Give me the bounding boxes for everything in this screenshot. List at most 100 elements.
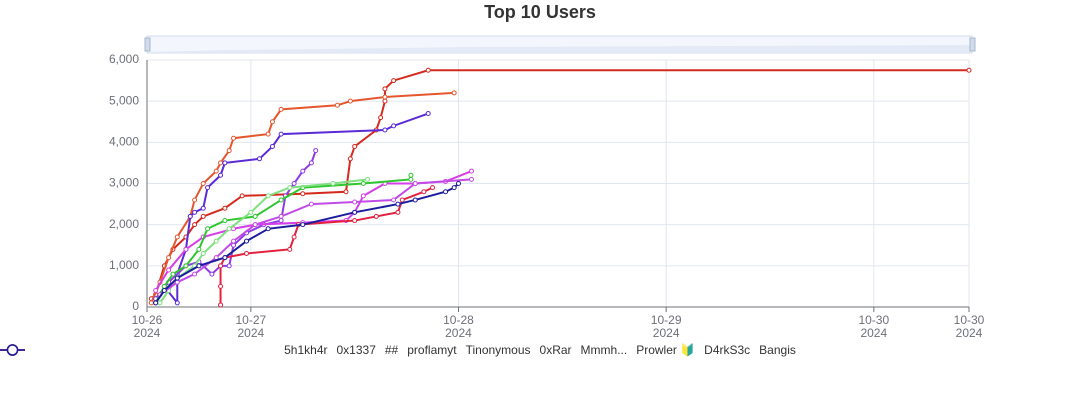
- legend-item[interactable]: Prowler 🔰: [0, 343, 696, 357]
- legend-item[interactable]: Mmmh...: [0, 343, 627, 357]
- data-point: [166, 267, 172, 273]
- series-line: [154, 182, 460, 304]
- data-point: [244, 238, 250, 244]
- series-line: [159, 178, 368, 304]
- data-point: [378, 115, 384, 121]
- data-point: [291, 234, 297, 240]
- data-point: [330, 181, 336, 186]
- data-point: [192, 271, 198, 277]
- data-point: [166, 255, 172, 261]
- data-point: [347, 156, 353, 162]
- data-point: [218, 302, 224, 308]
- data-point: [265, 193, 271, 199]
- data-point: [352, 209, 358, 215]
- data-point: [343, 189, 349, 195]
- data-point: [382, 94, 388, 100]
- data-point: [256, 156, 262, 162]
- data-point: [200, 213, 206, 219]
- legend-label: 5h1kh4r: [284, 343, 328, 357]
- data-point: [352, 218, 358, 224]
- series-line: [154, 170, 472, 292]
- data-point: [205, 226, 211, 232]
- data-point: [161, 288, 167, 294]
- data-point: [395, 201, 401, 207]
- data-point: [209, 271, 215, 277]
- legend-item[interactable]: 0xRar: [0, 343, 572, 357]
- y-tick-label: 1,000: [109, 258, 139, 272]
- legend-label: proflamyt: [407, 343, 457, 357]
- data-point: [183, 263, 189, 269]
- y-tick-label: 5,000: [109, 93, 139, 107]
- data-point: [391, 123, 397, 129]
- data-point: [391, 197, 397, 203]
- data-point: [278, 213, 284, 219]
- data-point: [425, 111, 431, 117]
- data-point: [222, 255, 228, 261]
- legend-item[interactable]: ##: [0, 343, 398, 357]
- data-point: [153, 288, 159, 294]
- data-point: [399, 197, 405, 203]
- legend-icon: [0, 344, 25, 356]
- data-zoom[interactable]: [144, 35, 976, 54]
- data-point: [218, 283, 224, 289]
- data-point: [352, 199, 358, 205]
- legend-item[interactable]: proflamyt: [0, 343, 457, 357]
- series-line: [154, 150, 317, 300]
- data-point: [157, 300, 163, 306]
- data-point: [161, 283, 167, 289]
- y-tick-label: 0: [132, 299, 139, 313]
- data-point: [200, 205, 206, 211]
- data-point: [468, 168, 474, 174]
- legend-item[interactable]: 0x1337: [0, 343, 376, 357]
- data-point: [278, 106, 284, 112]
- y-tick-label: 3,000: [109, 176, 139, 190]
- data-point: [966, 67, 972, 73]
- legend-item[interactable]: D4rkS3c: [0, 343, 751, 357]
- data-point: [412, 197, 418, 203]
- legend-item[interactable]: Tinonymous: [0, 343, 531, 357]
- zoom-handle[interactable]: [144, 37, 151, 52]
- x-tick-label: 10-29 2024: [650, 313, 682, 340]
- data-point: [421, 189, 427, 195]
- x-tick-label: 10-28 2024: [443, 313, 474, 340]
- series-line: [159, 178, 472, 296]
- data-point: [222, 218, 228, 224]
- legend-label: Prowler 🔰: [636, 343, 696, 357]
- data-point: [278, 131, 284, 137]
- legend-label: D4rkS3c: [704, 343, 751, 357]
- data-point: [148, 300, 154, 306]
- data-point: [205, 185, 211, 191]
- series: [153, 172, 414, 306]
- data-point: [231, 238, 237, 244]
- y-tick-label: 4,000: [109, 135, 139, 149]
- data-point: [347, 98, 353, 104]
- legend-item[interactable]: 5h1kh4r: [0, 343, 328, 357]
- series-line: [150, 69, 969, 300]
- data-point: [239, 193, 245, 199]
- data-point: [455, 181, 461, 186]
- data-point: [226, 263, 232, 269]
- data-point: [451, 185, 457, 191]
- legend-item[interactable]: Bangis: [0, 343, 796, 357]
- data-point: [226, 148, 232, 154]
- series: [153, 181, 461, 306]
- data-point: [213, 168, 219, 174]
- data-point: [373, 213, 379, 219]
- data-point: [430, 185, 436, 191]
- data-point: [278, 197, 284, 203]
- x-tick-label: 10-30 2024: [858, 313, 890, 340]
- data-point: [222, 160, 228, 166]
- data-point: [451, 90, 457, 96]
- y-tick-label: 6,000: [109, 52, 139, 66]
- data-point: [382, 98, 388, 104]
- data-point: [265, 131, 271, 137]
- data-point: [252, 222, 258, 228]
- data-point: [395, 209, 401, 215]
- data-point: [265, 226, 271, 232]
- data-point: [196, 263, 202, 269]
- series: [157, 176, 371, 306]
- zoom-handle[interactable]: [969, 37, 976, 52]
- data-point: [174, 300, 180, 306]
